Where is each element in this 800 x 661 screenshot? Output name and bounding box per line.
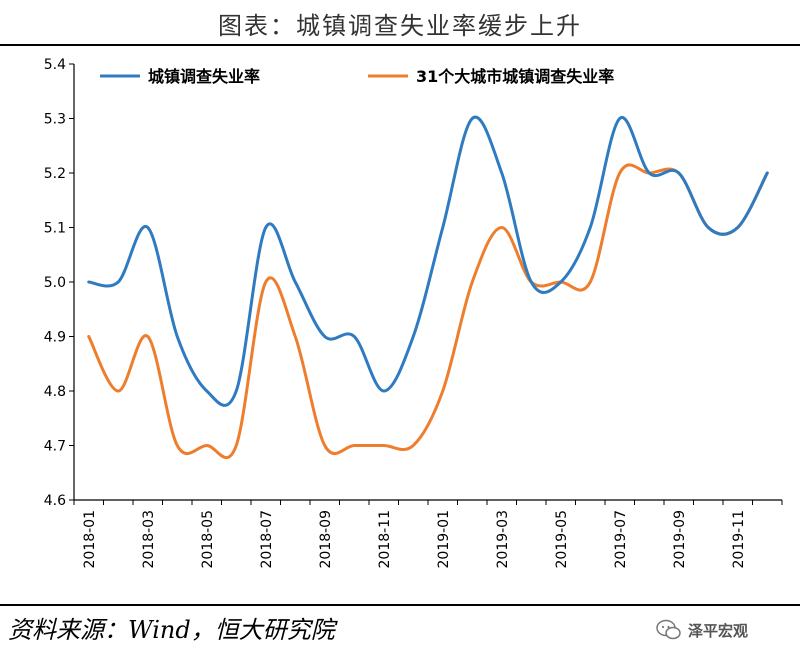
x-tick-label: 2019-03 [495,510,511,569]
x-tick-label: 2018-05 [200,510,216,569]
top-divider [0,44,800,46]
series-line-2 [87,163,769,460]
y-tick-label: 4.6 [44,493,66,509]
x-tick-label: 2019-01 [436,510,452,569]
y-tick-label: 5.0 [44,275,66,291]
watermark-text: 泽平宏观 [688,621,749,640]
y-tick-label: 5.1 [44,221,66,237]
series-line-1 [87,115,769,407]
x-tick-label: 2019-05 [554,510,570,569]
x-tick-label: 2019-07 [613,510,629,569]
x-tick-label: 2018-07 [259,510,275,569]
y-tick-label: 4.7 [44,439,66,455]
legend-label-1: 城镇调查失业率 [148,67,260,86]
x-tick-label: 2018-01 [82,510,98,569]
chart-legend: 城镇调查失业率 31个大城市城镇调查失业率 [100,67,614,86]
y-tick-label: 5.2 [44,166,66,182]
watermark: 泽平宏观 [656,616,748,644]
bottom-divider [0,604,800,606]
series-layer [87,115,769,460]
y-tick-label: 5.4 [44,57,66,73]
x-tick-label: 2018-09 [318,510,334,569]
y-tick-label: 4.8 [44,384,66,400]
chart-axes: 4.6 4.7 4.8 4.9 5.0 5.1 5.2 5.3 5.4 2018-01 2018-0… [44,57,783,569]
chart-title: 图表：城镇调查失业率缓步上升 [218,12,582,40]
wechat-icon [656,619,681,640]
x-tick-label: 2018-11 [377,510,393,569]
legend-label-2: 31个大城市城镇调查失业率 [416,67,614,86]
x-tick-label: 2019-11 [731,510,747,569]
x-tick-label: 2019-09 [672,510,688,569]
source-note: 资料来源：Wind，恒大研究院 [8,616,335,644]
y-tick-label: 5.3 [44,112,66,128]
line-chart: 4.6 4.7 4.8 4.9 5.0 5.1 5.2 5.3 5.4 2018-01 2018-0… [44,57,783,569]
x-tick-label: 2018-03 [141,510,157,569]
y-tick-label: 4.9 [44,330,66,346]
